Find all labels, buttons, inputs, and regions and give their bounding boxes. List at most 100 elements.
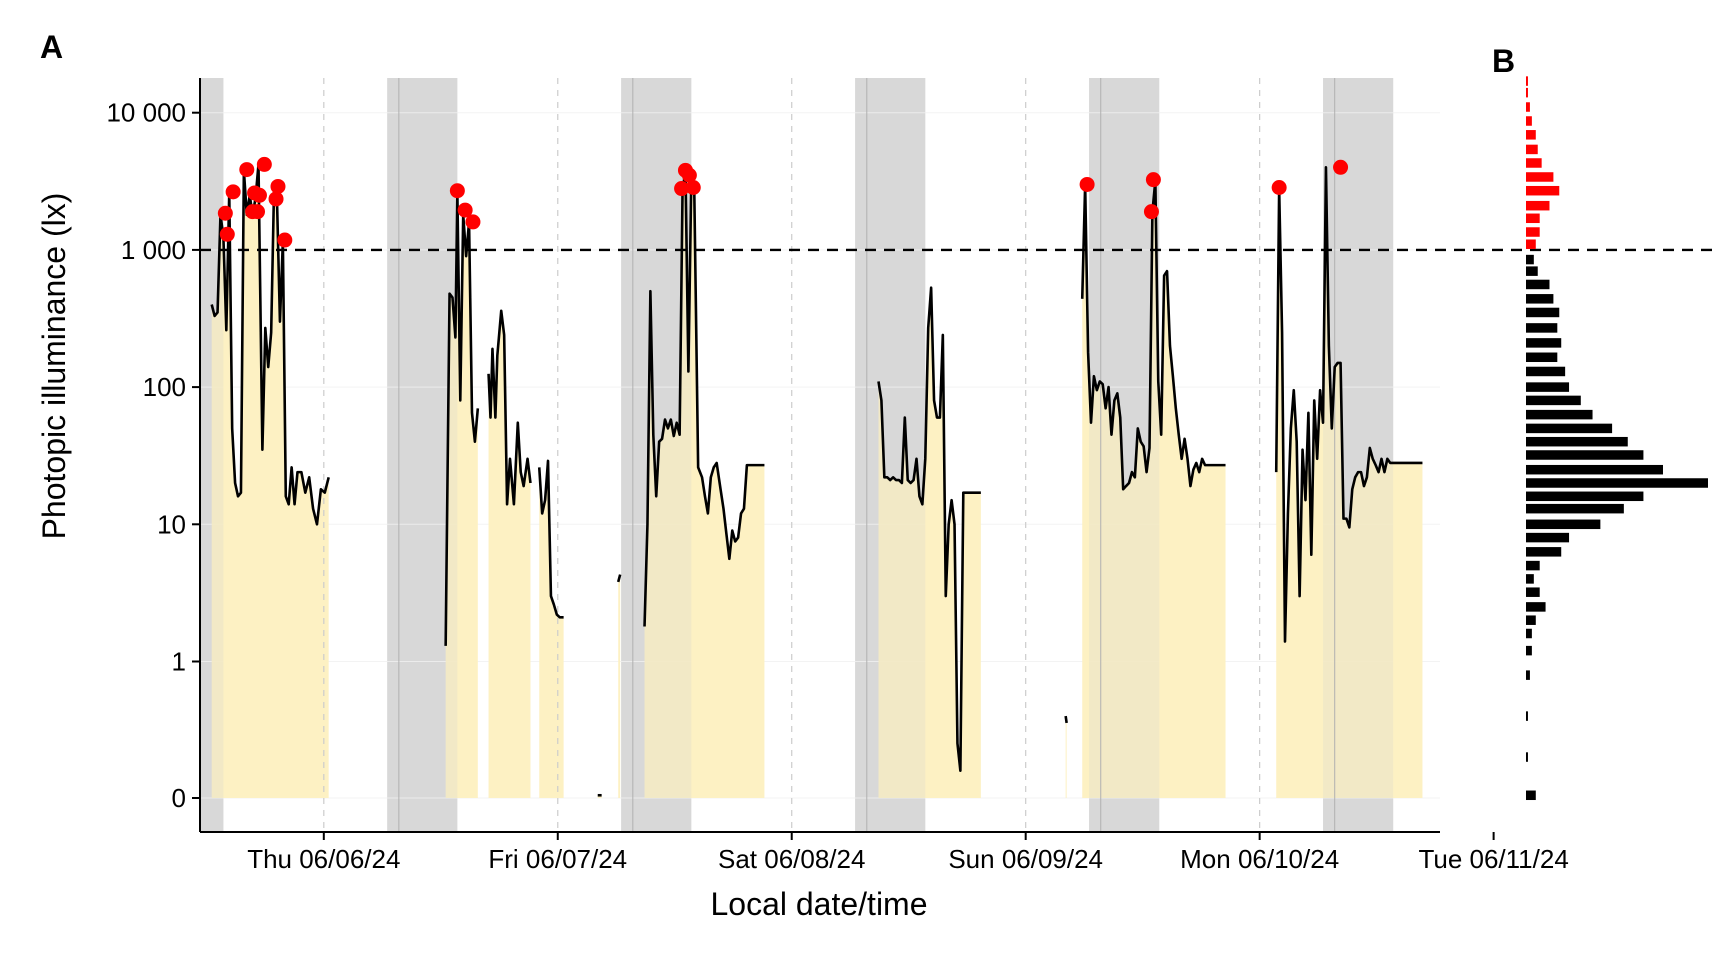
hist-bar-above bbox=[1526, 227, 1540, 237]
hist-bar-below bbox=[1526, 409, 1593, 420]
hist-bar-above bbox=[1526, 213, 1540, 224]
hist-bar-above bbox=[1526, 87, 1528, 98]
peak-point bbox=[251, 187, 267, 203]
y-tick-label: 10 bbox=[157, 509, 186, 539]
daylight-fill bbox=[211, 164, 329, 798]
hist-bar-below bbox=[1526, 382, 1570, 392]
hist-bar-below bbox=[1526, 547, 1562, 557]
hist-bar-above bbox=[1526, 239, 1536, 249]
peak-point bbox=[219, 226, 235, 242]
series-line bbox=[1064, 715, 1068, 724]
hist-bar-above bbox=[1526, 116, 1532, 126]
peak-point bbox=[256, 156, 272, 172]
x-tick-label: Mon 06/10/24 bbox=[1180, 844, 1339, 874]
hist-bar-below bbox=[1526, 790, 1536, 801]
y-tick-label: 10 000 bbox=[106, 98, 186, 128]
peak-point bbox=[1079, 176, 1095, 192]
hist-bar-below bbox=[1526, 503, 1624, 514]
hist-bar-above bbox=[1526, 130, 1536, 140]
hist-bar-below bbox=[1526, 352, 1558, 363]
hist-bar-below bbox=[1526, 519, 1601, 530]
peak-point bbox=[457, 202, 473, 218]
hist-bar-below bbox=[1526, 294, 1554, 304]
series-line bbox=[1274, 165, 1423, 643]
hist-bar-below bbox=[1526, 491, 1644, 502]
peak-point bbox=[465, 214, 481, 230]
x-tick-label: Thu 06/06/24 bbox=[247, 844, 400, 874]
hist-bar-below bbox=[1526, 436, 1628, 447]
hist-bar-above bbox=[1526, 102, 1530, 112]
night-band-overlay bbox=[855, 78, 926, 832]
y-axis-title: Photopic illuminance (lx) bbox=[36, 193, 72, 540]
hist-bar-below bbox=[1526, 338, 1562, 348]
peak-point bbox=[1143, 204, 1159, 220]
series-line bbox=[1080, 179, 1226, 491]
hist-bar-below bbox=[1526, 587, 1540, 597]
hist-bar-below bbox=[1526, 752, 1528, 762]
series-line bbox=[537, 459, 564, 619]
peak-point bbox=[277, 232, 293, 248]
hist-bar-below bbox=[1526, 711, 1528, 721]
x-tick-label: Fri 06/07/24 bbox=[488, 844, 627, 874]
hist-bar-below bbox=[1526, 464, 1663, 475]
daylight-fill bbox=[618, 574, 621, 798]
daylight-fill bbox=[1082, 180, 1226, 798]
peak-point bbox=[225, 184, 241, 200]
hist-bar-below bbox=[1526, 478, 1708, 488]
peak-point bbox=[674, 181, 690, 197]
hist-bar-below bbox=[1526, 574, 1534, 584]
hist-bar-below bbox=[1526, 645, 1532, 656]
hist-bar-below bbox=[1526, 366, 1566, 377]
peak-point bbox=[685, 179, 701, 195]
series-line bbox=[444, 191, 480, 646]
hist-bar-above bbox=[1526, 172, 1554, 182]
hist-bar-below bbox=[1526, 532, 1570, 543]
hist-bar-below bbox=[1526, 323, 1558, 333]
panel-label-a: A bbox=[40, 29, 63, 65]
hist-bar-below bbox=[1526, 560, 1540, 571]
hist-bar-above bbox=[1526, 185, 1560, 196]
series-line bbox=[877, 286, 981, 772]
y-tick-label: 0 bbox=[172, 783, 186, 813]
daylight-fill bbox=[539, 460, 564, 798]
y-tick-label: 1 bbox=[172, 647, 186, 677]
hist-bar-above bbox=[1526, 158, 1542, 168]
series-line bbox=[616, 574, 622, 583]
peak-point bbox=[681, 167, 697, 183]
hist-bar-below bbox=[1526, 266, 1538, 276]
hist-bar-below bbox=[1526, 602, 1546, 612]
hist-bar-below bbox=[1526, 628, 1532, 639]
daylight-fill bbox=[488, 310, 531, 798]
hist-bar-below bbox=[1526, 307, 1560, 318]
x-axis-title: Local date/time bbox=[710, 886, 927, 922]
peak-point bbox=[449, 183, 465, 199]
plot-area bbox=[200, 78, 1440, 832]
hist-bar-above bbox=[1526, 76, 1528, 86]
hist-bar-above bbox=[1526, 144, 1538, 155]
daylight-fill bbox=[1065, 716, 1067, 798]
peak-point bbox=[217, 205, 233, 221]
panel-a: 0 1 10 100 1 000 10 000 Thu 06/06/24 Fri 06/07/… bbox=[106, 78, 1712, 874]
daylight-fill bbox=[644, 170, 765, 798]
x-tick-label: Tue 06/11/24 bbox=[1418, 844, 1568, 874]
peak-point bbox=[270, 178, 286, 194]
peak-point bbox=[268, 191, 284, 207]
panel-label-b: B bbox=[1492, 43, 1515, 79]
hist-bar-below bbox=[1526, 615, 1536, 625]
peak-point bbox=[250, 204, 266, 220]
panel-b bbox=[1526, 76, 1708, 801]
peak-point bbox=[1145, 172, 1161, 188]
daylight-fill bbox=[1276, 167, 1423, 798]
y-tick-label: 100 bbox=[143, 372, 186, 402]
hist-bar-below bbox=[1526, 670, 1530, 680]
night-band-overlay bbox=[1323, 78, 1394, 832]
peak-point bbox=[239, 162, 255, 178]
series-line bbox=[487, 309, 532, 506]
hist-bar-below bbox=[1526, 450, 1644, 460]
hist-bar-above bbox=[1526, 200, 1550, 211]
hist-bar-below bbox=[1526, 423, 1613, 434]
x-tick-label: Sun 06/09/24 bbox=[948, 844, 1103, 874]
y-tick-label: 1 000 bbox=[121, 235, 186, 265]
